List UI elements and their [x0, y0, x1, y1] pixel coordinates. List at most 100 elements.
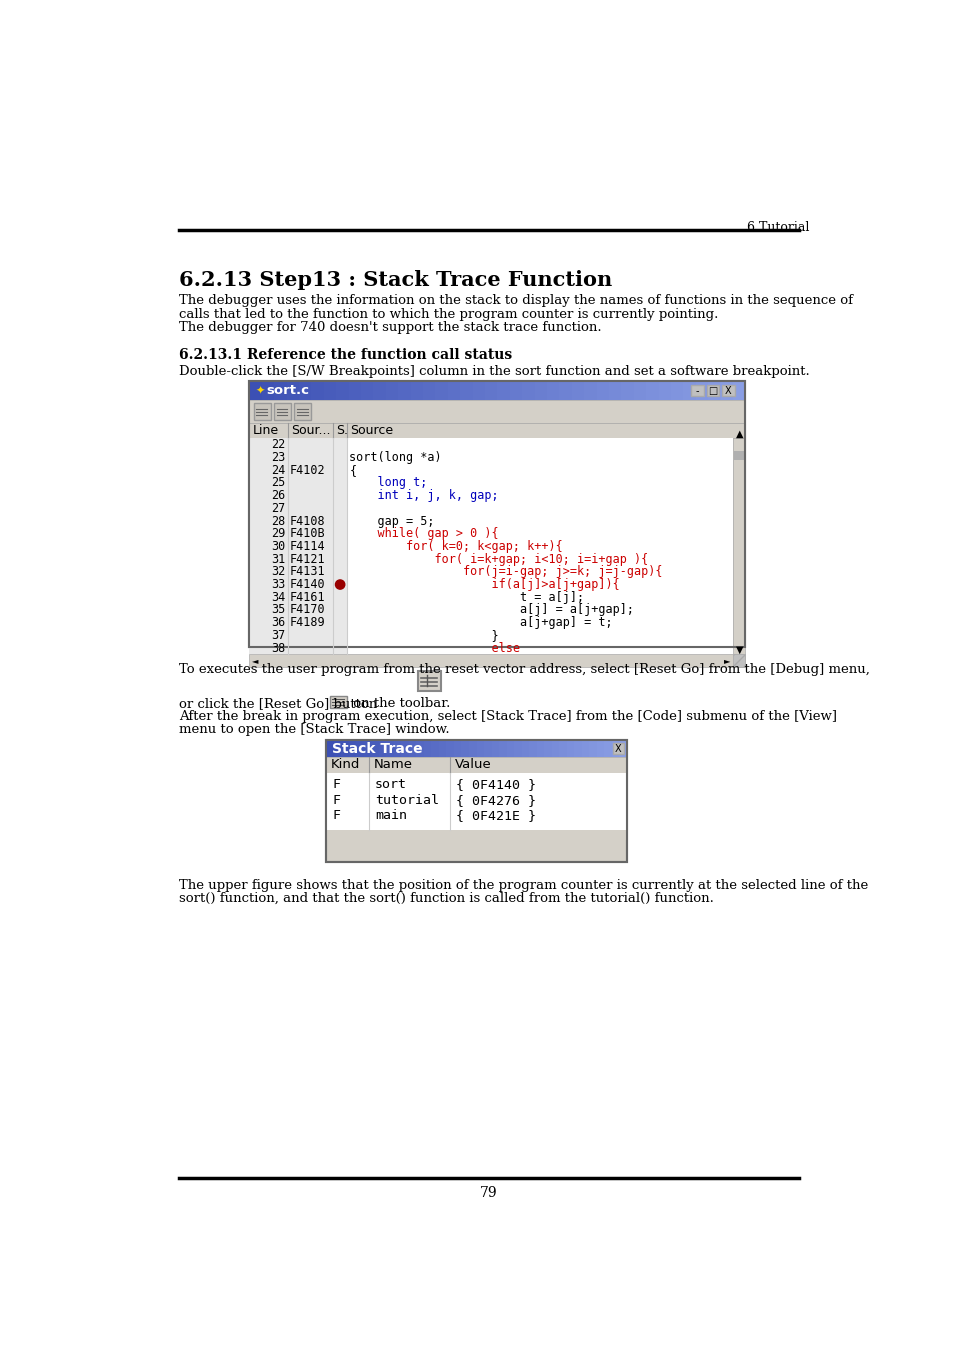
Text: ◄: ◄	[253, 656, 258, 666]
Bar	[249, 439, 732, 655]
Bar	[249, 382, 744, 647]
Text: gap = 5;: gap = 5;	[349, 514, 435, 528]
Text: calls that led to the function to which the program counter is currently pointin: calls that led to the function to which …	[179, 308, 718, 320]
Bar	[454, 740, 462, 757]
Bar	[326, 830, 626, 840]
Text: F4114: F4114	[290, 540, 325, 553]
Bar	[360, 382, 374, 400]
Text: for(j=i-gap; j>=k; j=j-gap){: for(j=i-gap; j>=k; j=j-gap){	[349, 566, 662, 578]
Text: long t;: long t;	[349, 477, 427, 490]
Text: main: main	[375, 809, 407, 822]
Text: 6.2.13 Step13 : Stack Trace Function: 6.2.13 Step13 : Stack Trace Function	[179, 270, 612, 290]
Bar	[670, 382, 683, 400]
Text: tutorial: tutorial	[375, 794, 438, 807]
Text: F4121: F4121	[290, 552, 325, 566]
Text: sort() function, and that the sort() function is called from the tutorial() func: sort() function, and that the sort() fun…	[179, 892, 713, 904]
Text: on the toolbar.: on the toolbar.	[349, 697, 451, 710]
Bar	[509, 382, 522, 400]
Bar	[581, 740, 590, 757]
Bar	[326, 740, 626, 861]
Bar	[721, 385, 734, 396]
Bar	[431, 740, 439, 757]
Bar	[326, 772, 626, 830]
Text: 28: 28	[271, 514, 285, 528]
Bar	[491, 740, 499, 757]
Bar	[720, 382, 733, 400]
Bar	[612, 744, 623, 755]
Bar	[589, 740, 597, 757]
Text: 24: 24	[271, 463, 285, 477]
Text: F: F	[332, 779, 340, 791]
Text: X: X	[724, 386, 731, 396]
Bar	[397, 382, 411, 400]
Text: { 0F4276 }: { 0F4276 }	[456, 794, 536, 807]
Text: Stack Trace: Stack Trace	[332, 741, 422, 756]
Bar	[558, 382, 572, 400]
Text: Double-click the [S/W Breakpoints] column in the sort function and set a softwar: Double-click the [S/W Breakpoints] colum…	[179, 364, 809, 378]
Bar	[497, 382, 510, 400]
Bar	[401, 740, 409, 757]
Bar	[249, 655, 744, 667]
Text: sort: sort	[375, 779, 407, 791]
Text: 26: 26	[271, 489, 285, 502]
Bar	[521, 740, 529, 757]
Text: ▼: ▼	[735, 645, 742, 655]
Text: {: {	[349, 463, 356, 477]
Bar	[311, 382, 324, 400]
Bar	[571, 382, 584, 400]
Bar	[658, 382, 671, 400]
Bar	[326, 757, 626, 772]
Bar	[326, 740, 335, 757]
Bar	[423, 740, 432, 757]
Bar	[422, 382, 436, 400]
Bar	[410, 382, 423, 400]
Text: The debugger uses the information on the stack to display the names of functions: The debugger uses the information on the…	[179, 294, 852, 308]
Bar	[633, 382, 646, 400]
Text: 29: 29	[271, 528, 285, 540]
Text: if(a[j]>a[j+gap]){: if(a[j]>a[j+gap]){	[349, 578, 619, 591]
Text: F4140: F4140	[290, 578, 325, 591]
Text: for( i=k+gap; i<10; i=i+gap ){: for( i=k+gap; i<10; i=i+gap ){	[349, 552, 648, 566]
Bar	[249, 400, 744, 423]
Text: 25: 25	[271, 477, 285, 490]
Bar	[645, 382, 659, 400]
Bar	[583, 382, 597, 400]
Bar	[385, 382, 398, 400]
Bar	[695, 382, 708, 400]
Text: -: -	[695, 386, 699, 396]
Bar	[378, 740, 387, 757]
Text: 32: 32	[271, 566, 285, 578]
Bar	[459, 382, 473, 400]
Bar	[249, 382, 744, 647]
Text: 36: 36	[271, 616, 285, 629]
Text: Source: Source	[350, 424, 393, 437]
Bar	[484, 382, 497, 400]
Bar	[483, 740, 492, 757]
Text: a[j+gap] = t;: a[j+gap] = t;	[349, 616, 613, 629]
Text: for( k=0; k<gap; k++){: for( k=0; k<gap; k++){	[349, 540, 562, 553]
Text: S.: S.	[335, 424, 348, 437]
Bar	[551, 740, 559, 757]
Text: Kind: Kind	[331, 759, 360, 771]
Bar	[438, 740, 447, 757]
Bar	[618, 740, 627, 757]
Bar	[707, 382, 720, 400]
Text: else: else	[349, 641, 520, 655]
Bar	[371, 740, 379, 757]
Bar	[335, 382, 349, 400]
Text: Line: Line	[253, 424, 278, 437]
Text: Name: Name	[373, 759, 412, 771]
Text: sort.c: sort.c	[266, 385, 309, 397]
Bar	[334, 740, 341, 757]
Bar	[417, 671, 440, 691]
Text: 23: 23	[271, 451, 285, 464]
Bar	[498, 740, 507, 757]
Text: The debugger for 740 doesn't support the stack trace function.: The debugger for 740 doesn't support the…	[179, 320, 601, 333]
Bar	[348, 382, 361, 400]
Text: ✦: ✦	[255, 386, 265, 396]
Bar	[394, 740, 402, 757]
Text: F4161: F4161	[290, 591, 325, 603]
Bar	[574, 740, 582, 757]
Text: 22: 22	[271, 439, 285, 451]
Bar	[597, 740, 604, 757]
